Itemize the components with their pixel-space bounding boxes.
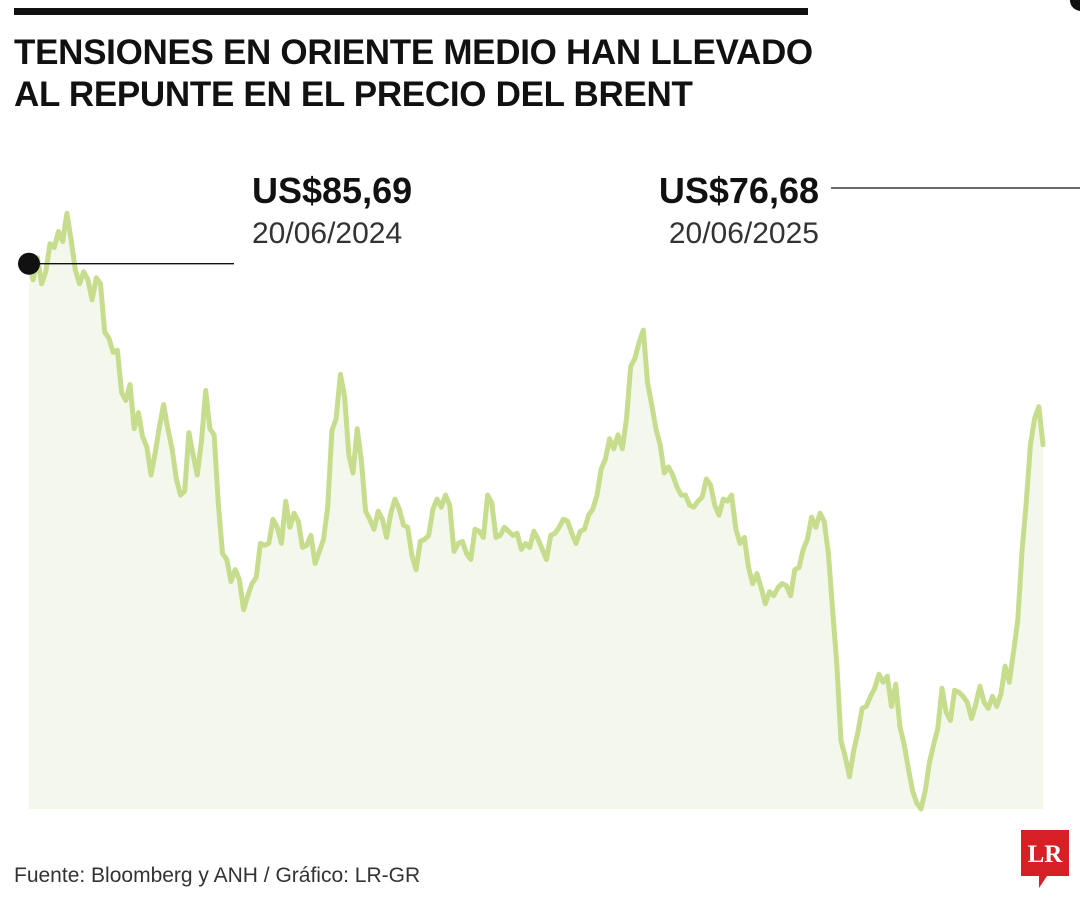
price-area-fill [29,213,1043,809]
end-point-marker [1069,0,1080,11]
lr-logo: LR [1021,830,1069,888]
end-date-label: 20/06/2025 [669,217,819,250]
start-point-marker [18,252,40,275]
end-value-label: US$76,68 [659,170,819,211]
chart-title: TENSIONES EN ORIENTE MEDIO HAN LLEVADO A… [14,32,914,116]
source-note: Fuente: Bloomberg y ANH / Gráfico: LR-GR [14,864,421,887]
top-rule [14,8,808,15]
chart-title-line-1: TENSIONES EN ORIENTE MEDIO HAN LLEVADO [14,33,813,72]
lr-logo-text: LR [1028,841,1064,868]
start-date-label: 20/06/2024 [252,217,402,250]
start-value-label: US$85,69 [252,170,412,211]
chart-title-line-2: AL REPUNTE EN EL PRECIO DEL BRENT [14,75,693,114]
price-line [26,210,1046,812]
